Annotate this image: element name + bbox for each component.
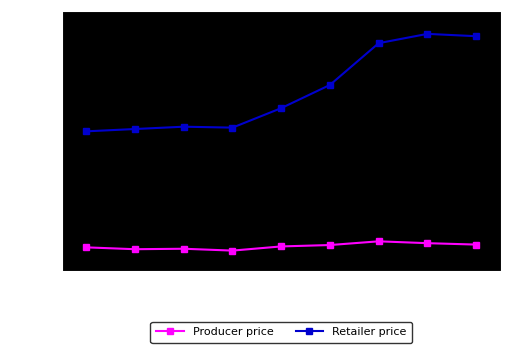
Retailer price bbox=[376, 41, 382, 45]
Line: Retailer price: Retailer price bbox=[84, 31, 479, 134]
Producer price bbox=[278, 244, 284, 248]
Producer price bbox=[424, 241, 430, 245]
Producer price bbox=[327, 243, 333, 247]
Line: Producer price: Producer price bbox=[84, 239, 479, 253]
Retailer price bbox=[327, 83, 333, 87]
Producer price bbox=[83, 245, 89, 250]
Producer price bbox=[181, 247, 187, 251]
Retailer price bbox=[473, 34, 479, 38]
Producer price bbox=[473, 242, 479, 247]
Retailer price bbox=[278, 106, 284, 110]
Retailer price bbox=[230, 126, 236, 130]
Retailer price bbox=[424, 32, 430, 36]
Retailer price bbox=[181, 125, 187, 129]
Retailer price bbox=[132, 127, 138, 131]
Producer price bbox=[230, 248, 236, 253]
Legend: Producer price, Retailer price: Producer price, Retailer price bbox=[150, 322, 412, 343]
Producer price bbox=[132, 247, 138, 251]
Retailer price bbox=[83, 129, 89, 134]
Producer price bbox=[376, 239, 382, 244]
